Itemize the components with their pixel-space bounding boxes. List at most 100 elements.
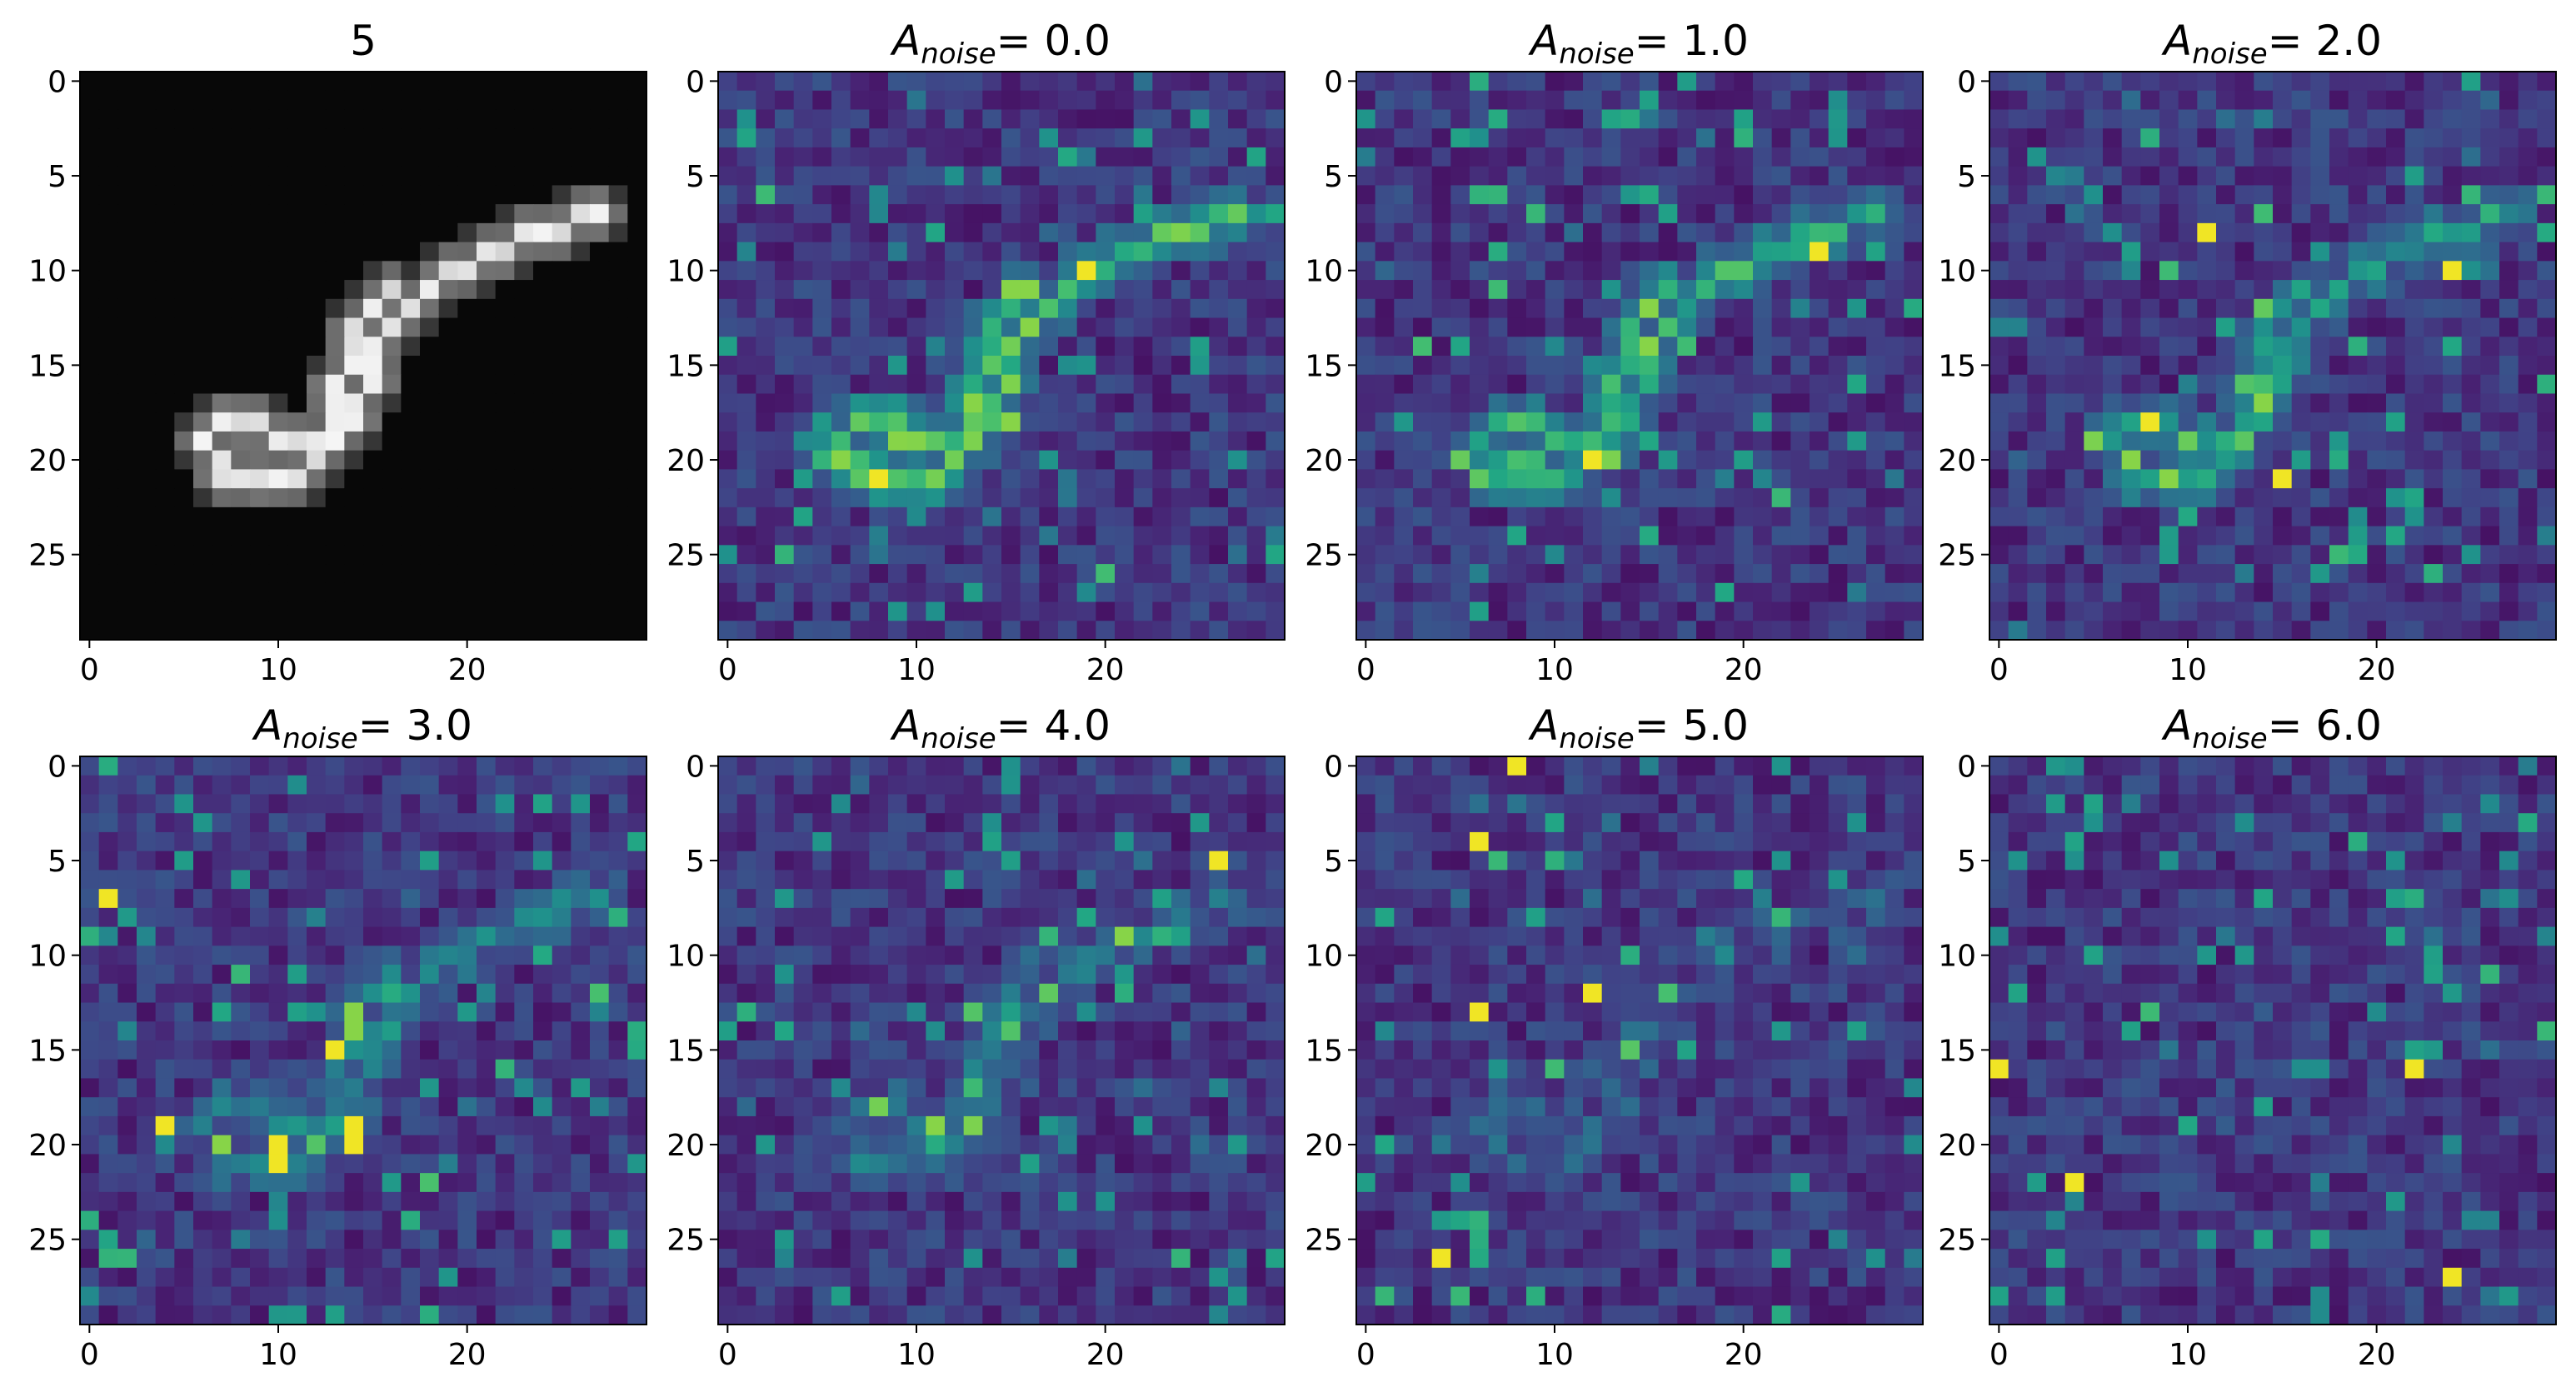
cell [2216,431,2236,452]
cell [982,506,1002,527]
cell [1658,526,1678,546]
cell [945,794,965,814]
cell [1753,128,1773,148]
cell [2348,298,2368,319]
cell [850,851,870,871]
cell [812,222,832,243]
cell [831,431,851,452]
cell [571,794,591,814]
cell [906,775,926,796]
cell [1190,506,1210,527]
cell [2159,147,2179,167]
cell [1394,564,1414,584]
cell [1828,337,1848,357]
y-tick-label: 15 [1305,349,1343,383]
cell [514,870,534,890]
cell [1375,317,1395,337]
cell [831,317,851,337]
cell [982,582,1002,603]
cell [590,526,610,546]
cell [1246,965,1266,985]
cell [831,280,851,300]
cell [438,564,458,584]
cell [982,280,1002,300]
cell [1507,469,1527,489]
cell [736,564,756,584]
cell [268,1115,288,1136]
cell [2197,374,2217,395]
cell [1039,907,1059,928]
cell [1696,72,1716,92]
cell [514,280,534,300]
cell [514,374,534,395]
cell [571,1040,591,1060]
cell [495,1230,515,1250]
cell [420,1173,440,1193]
cell [756,889,776,909]
cell [812,526,832,546]
cell [1583,601,1603,621]
cell [80,1021,100,1041]
cell [2310,621,2330,641]
cell [514,1267,534,1288]
cell [2480,298,2500,319]
cell [1001,545,1021,565]
cell [80,1002,100,1022]
cell [174,1305,194,1325]
cell [1076,412,1096,432]
cell [1790,166,1810,186]
cell [533,1191,553,1212]
cell [756,851,776,871]
cell [1266,166,1286,186]
cell [344,601,364,621]
cell [1058,601,1078,621]
cell [1545,222,1565,243]
cell [420,756,440,776]
cell [718,450,738,470]
cell [1039,851,1059,871]
cell [533,1230,553,1250]
cell [2386,469,2406,489]
cell [2480,109,2500,129]
cell [1133,298,1153,319]
cell [1488,582,1508,603]
cell [2046,222,2066,243]
cell [212,298,232,319]
cell [307,166,327,186]
cell [155,337,175,357]
cell [98,526,118,546]
cell [80,431,100,452]
cell [2064,506,2084,527]
cell [2367,582,2387,603]
cell [2254,280,2274,300]
cell [812,506,832,527]
cell [1001,450,1021,470]
cell [495,488,515,508]
cell [2329,564,2349,584]
cell [1001,582,1021,603]
cell [1413,582,1433,603]
cell [533,775,553,796]
cell [571,317,591,337]
cell [1190,337,1210,357]
cell [590,1097,610,1117]
cell [382,280,402,300]
cell [2197,601,2217,621]
cell [477,261,497,281]
cell [1450,356,1470,376]
cell [212,1154,232,1174]
cell [1866,128,1886,148]
cell [2159,280,2179,300]
cell [1152,831,1172,852]
cell [2291,506,2311,527]
cell [571,1059,591,1080]
cell [325,945,345,965]
cell [438,813,458,833]
cell [590,374,610,395]
cell [1039,128,1059,148]
cell [231,1135,251,1155]
cell [963,582,983,603]
cell [80,851,100,871]
cell [756,831,776,852]
cell [627,1230,647,1250]
